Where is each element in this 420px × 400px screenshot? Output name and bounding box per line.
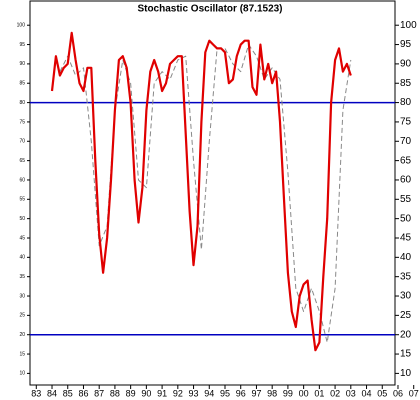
y-tick-label: 25: [400, 310, 412, 321]
y-tick-label-left: 10: [19, 371, 25, 377]
x-tick-label: 92: [173, 388, 183, 398]
x-tick-label: 95: [220, 388, 230, 398]
x-tick-label: 98: [267, 388, 277, 398]
y-tick-label: 15: [400, 349, 412, 360]
y-tick-label-left: 30: [19, 293, 25, 299]
y-tick-label-left: 90: [19, 61, 25, 67]
y-tick-label: 80: [400, 97, 412, 108]
y-tick-label: 65: [400, 155, 412, 166]
y-tick-label: 35: [400, 271, 412, 282]
x-tick-label: 96: [236, 388, 246, 398]
y-tick-label-left: 65: [19, 158, 25, 164]
y-tick-label: 90: [400, 59, 412, 70]
plot-frame: [29, 0, 396, 386]
y-tick-label: 70: [400, 136, 412, 147]
y-tick-label: 45: [400, 233, 412, 244]
y-tick-label: 100: [400, 20, 417, 31]
series-line: [59, 44, 352, 343]
y-tick-label: 50: [400, 213, 412, 224]
x-tick-label: 94: [204, 388, 214, 398]
x-tick-label: 01: [314, 388, 324, 398]
x-tick-label: 97: [251, 388, 261, 398]
y-tick-label-left: 20: [19, 332, 25, 338]
y-tick-label: 40: [400, 252, 412, 263]
y-tick-label: 85: [400, 78, 412, 89]
y-tick-label-left: 25: [19, 313, 25, 319]
x-tick-label: 83: [31, 388, 41, 398]
y-tick-label-left: 35: [19, 274, 25, 280]
x-tick-label: 00: [299, 388, 309, 398]
y-tick-label-left: 55: [19, 197, 25, 203]
y-tick-label: 55: [400, 194, 412, 205]
x-tick-label: 88: [110, 388, 120, 398]
y-tick-label: 60: [400, 175, 412, 186]
y-tick-label-left: 60: [19, 177, 25, 183]
x-tick-label: 93: [189, 388, 199, 398]
y-tick-label-left: 85: [19, 81, 25, 87]
x-tick-label: 99: [283, 388, 293, 398]
x-tick-label: 07: [409, 388, 419, 398]
x-tick-label: 90: [141, 388, 151, 398]
y-tick-label-left: 100: [17, 23, 26, 29]
chart-title: Stochastic Oscillator (87.1523): [137, 4, 282, 15]
y-tick-label: 75: [400, 117, 412, 128]
x-tick-label: 05: [377, 388, 387, 398]
x-tick-label: 85: [63, 388, 73, 398]
y-tick-label-left: 40: [19, 255, 25, 261]
x-tick-label: 91: [157, 388, 167, 398]
y-tick-label: 20: [400, 329, 412, 340]
y-tick-label: 10: [400, 368, 412, 379]
x-tick-label: 06: [393, 388, 403, 398]
y-tick-label: 30: [400, 291, 412, 302]
x-tick-label: 89: [126, 388, 136, 398]
x-tick-label: 03: [346, 388, 356, 398]
series-line: [50, 31, 352, 352]
x-tick-label: 87: [94, 388, 104, 398]
y-tick-label-left: 80: [19, 100, 25, 106]
y-tick-label-left: 45: [19, 235, 25, 241]
y-tick-label-left: 95: [19, 42, 25, 48]
x-tick-label: 84: [47, 388, 57, 398]
x-tick-label: 02: [330, 388, 340, 398]
y-tick-label-left: 50: [19, 216, 25, 222]
y-tick-label-left: 70: [19, 139, 25, 145]
y-tick-label-left: 15: [19, 351, 25, 357]
y-tick-label-left: 75: [19, 119, 25, 125]
x-tick-label: 86: [78, 388, 88, 398]
x-tick-label: 04: [362, 388, 372, 398]
y-tick-label: 95: [400, 39, 412, 50]
